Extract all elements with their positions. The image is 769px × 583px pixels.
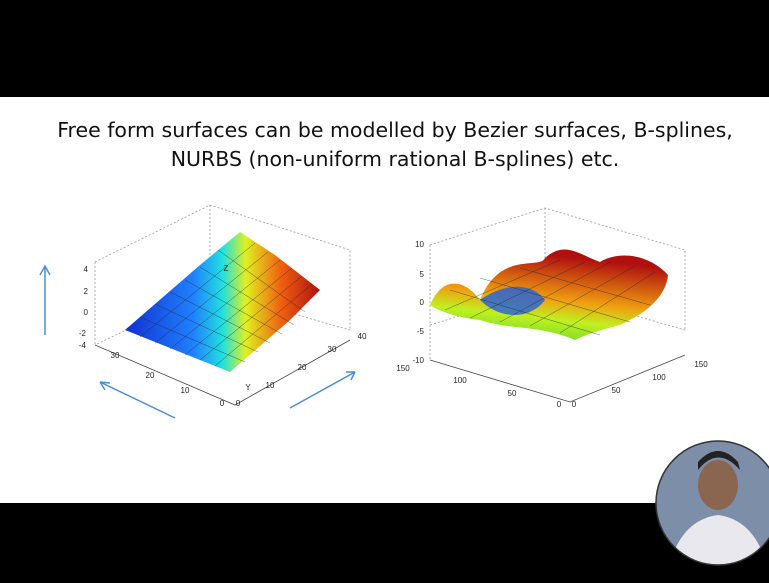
tick-label: -2 (79, 329, 87, 338)
tick-label: 50 (612, 386, 621, 395)
tick-label: 100 (652, 373, 666, 382)
tick-label: 0 (557, 400, 562, 409)
tick-label: 10 (266, 381, 275, 390)
tick-label: -10 (412, 356, 424, 365)
slide-text: Free form surfaces can be modelled by Be… (57, 118, 733, 142)
axis-label: Y (245, 383, 251, 392)
tick-label: 10 (181, 386, 190, 395)
slide-text: NURBS (non-uniform rational B-splines) e… (171, 147, 620, 171)
tick-label: 150 (694, 360, 708, 369)
tick-label: 50 (508, 389, 517, 398)
tick-label: 10 (415, 240, 424, 249)
tick-label: 0 (220, 399, 225, 408)
screen: Free form surfaces can be modelled by Be… (0, 0, 769, 583)
tick-label: 4 (84, 265, 89, 274)
tick-label: 0 (236, 399, 241, 408)
tick-label: 5 (420, 270, 425, 279)
tick-label: 0 (572, 400, 577, 409)
tick-label: 30 (328, 345, 337, 354)
axis-label: Z (224, 264, 229, 273)
tick-label: 20 (146, 371, 155, 380)
tick-label: -4 (79, 341, 87, 350)
tick-label: -5 (417, 327, 425, 336)
tick-label: 2 (84, 287, 89, 296)
tick-label: 0 (84, 308, 89, 317)
tick-label: 150 (396, 364, 410, 373)
tick-label: 40 (358, 332, 367, 341)
tick-label: 0 (420, 298, 425, 307)
tick-label: 20 (298, 363, 307, 372)
tick-label: 100 (453, 376, 467, 385)
tick-label: 30 (111, 351, 120, 360)
